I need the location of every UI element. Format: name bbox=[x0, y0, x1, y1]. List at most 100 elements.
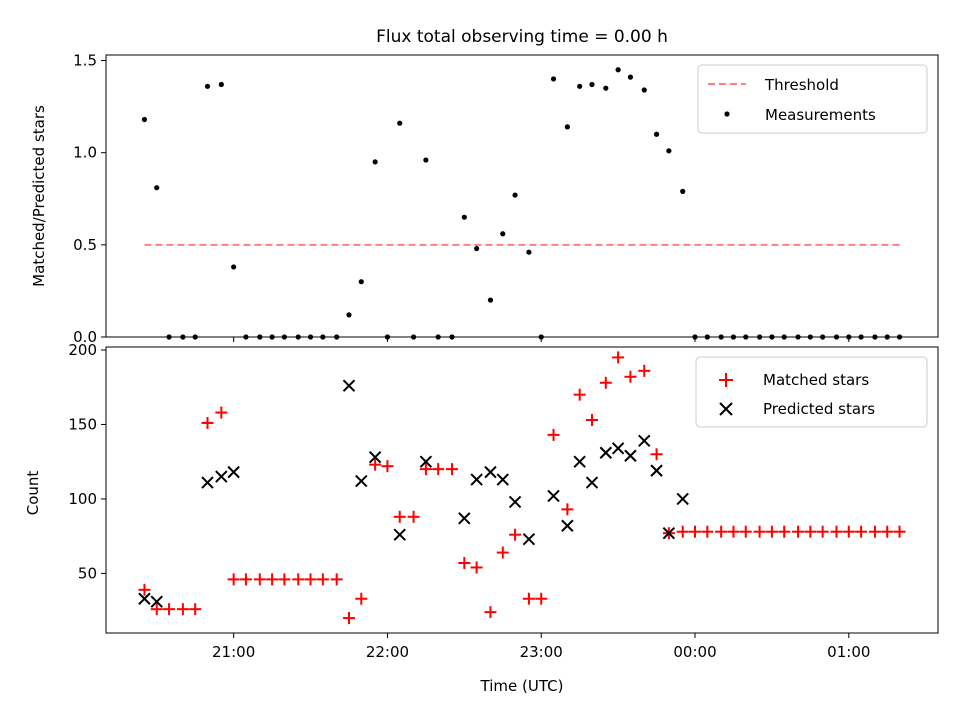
matched-point bbox=[612, 351, 625, 364]
count-panel-marks bbox=[138, 351, 906, 625]
matched-point bbox=[585, 413, 598, 426]
predicted-point bbox=[227, 465, 240, 479]
predicted-point bbox=[368, 451, 382, 464]
matched-point bbox=[778, 525, 791, 538]
measurement-point bbox=[141, 116, 148, 123]
matched-point bbox=[432, 463, 445, 476]
matched-point bbox=[816, 525, 829, 538]
matched-point bbox=[727, 525, 740, 538]
matched-point bbox=[419, 463, 432, 476]
measurement-point bbox=[180, 334, 186, 340]
predicted-point bbox=[150, 595, 163, 608]
matched-point bbox=[163, 603, 176, 616]
y-tick-label: 150 bbox=[68, 415, 97, 433]
measurement-point bbox=[410, 334, 417, 340]
measurement-point bbox=[641, 87, 647, 93]
measurement-point bbox=[718, 334, 724, 340]
measurement-point bbox=[550, 76, 557, 82]
matched-point bbox=[215, 406, 228, 419]
predicted-point bbox=[138, 592, 151, 605]
measurement-point bbox=[435, 334, 441, 340]
predicted-point bbox=[508, 495, 522, 509]
measurement-point bbox=[603, 85, 609, 91]
predicted-point bbox=[393, 528, 406, 541]
measurement-point bbox=[820, 334, 826, 340]
matched-point bbox=[381, 460, 394, 473]
matched-point bbox=[304, 573, 317, 586]
matched-point bbox=[189, 603, 202, 616]
matched-point bbox=[868, 525, 881, 538]
count-legend-box bbox=[695, 356, 928, 428]
measurement-point bbox=[589, 81, 595, 88]
matched-point bbox=[547, 428, 560, 441]
matched-point bbox=[446, 463, 459, 476]
matched-point bbox=[292, 573, 305, 586]
measurement-point bbox=[334, 334, 340, 340]
measurement-point bbox=[500, 231, 506, 237]
matched-point bbox=[561, 503, 574, 516]
ratio-y-axis-label: Matched/Predicted stars bbox=[30, 105, 48, 287]
matched-point bbox=[739, 525, 752, 538]
matched-point bbox=[253, 573, 266, 586]
predicted-point bbox=[470, 473, 483, 486]
matched-point bbox=[573, 388, 586, 401]
measurement-point bbox=[769, 334, 775, 340]
legend-matched-swatch bbox=[719, 373, 733, 387]
predicted-point bbox=[585, 476, 599, 489]
count-panel-y-ticks: 50 100 150 200 bbox=[68, 341, 106, 582]
matched-point bbox=[855, 525, 868, 538]
measurement-point bbox=[781, 334, 787, 340]
measurement-point bbox=[231, 264, 237, 270]
measurement-point bbox=[757, 334, 763, 340]
matched-point bbox=[369, 458, 382, 471]
matched-point bbox=[150, 603, 163, 616]
predicted-point bbox=[496, 473, 509, 486]
x-axis-label: Time (UTC) bbox=[480, 677, 564, 695]
x-tick-label: 23:00 bbox=[520, 643, 563, 661]
measurement-point bbox=[461, 214, 467, 220]
matched-point bbox=[689, 525, 702, 538]
measurement-point bbox=[269, 334, 275, 340]
legend-predicted-label: Predicted stars bbox=[763, 400, 875, 418]
predicted-point bbox=[419, 455, 433, 468]
matched-point bbox=[624, 370, 637, 383]
measurement-point bbox=[666, 148, 672, 154]
matched-point bbox=[470, 561, 483, 574]
y-tick-label: 100 bbox=[68, 490, 97, 508]
matched-point bbox=[316, 573, 329, 586]
matched-point bbox=[753, 525, 766, 538]
predicted-point bbox=[215, 470, 228, 483]
x-tick-label: 21:00 bbox=[212, 643, 255, 661]
predicted-point bbox=[484, 465, 497, 479]
ratio-legend-box bbox=[697, 64, 928, 134]
measurement-point bbox=[281, 334, 287, 340]
measurement-point bbox=[307, 334, 314, 340]
measurement-point bbox=[615, 67, 621, 73]
measurement-point bbox=[204, 83, 211, 89]
x-tick-label: 22:00 bbox=[366, 643, 409, 661]
predicted-point bbox=[650, 464, 663, 477]
measurement-point bbox=[243, 334, 249, 340]
measurement-point bbox=[257, 334, 263, 340]
predicted-point bbox=[355, 474, 368, 488]
predicted-point bbox=[573, 455, 586, 468]
matched-point bbox=[522, 592, 535, 605]
ratio-panel: 0.0 0.5 1.0 1.5 Matched/Predicted stars Thr… bbox=[30, 52, 939, 346]
ratio-panel-x-ticks bbox=[233, 337, 850, 342]
count-y-axis-label: Count bbox=[24, 471, 42, 516]
predicted-point bbox=[624, 449, 637, 462]
matched-point bbox=[792, 525, 805, 538]
measurement-point bbox=[577, 83, 583, 89]
measurement-point bbox=[704, 334, 710, 340]
matched-point bbox=[676, 525, 689, 538]
matched-point bbox=[458, 556, 471, 569]
predicted-point bbox=[522, 532, 536, 546]
measurement-point bbox=[487, 297, 494, 303]
y-tick-label: 0.0 bbox=[73, 328, 97, 346]
matched-point bbox=[804, 525, 817, 538]
measurement-point bbox=[795, 334, 801, 340]
measurement-point bbox=[320, 334, 326, 340]
measurement-point bbox=[423, 157, 429, 163]
measurement-point bbox=[358, 279, 364, 285]
measurement-point bbox=[680, 188, 686, 194]
